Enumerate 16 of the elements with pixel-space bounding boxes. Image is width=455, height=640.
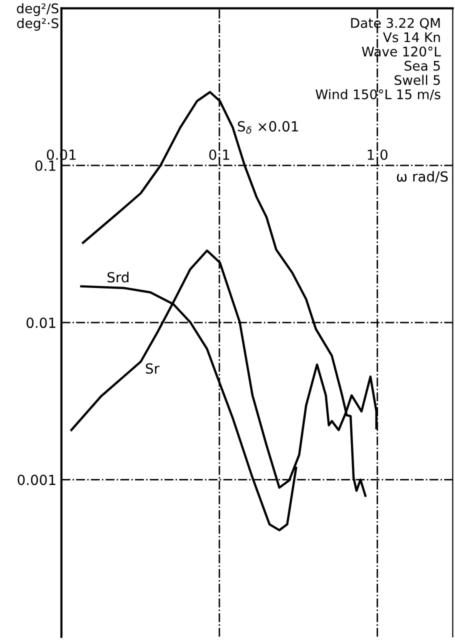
x-axis-title: ω rad/S	[396, 170, 448, 183]
y-tick-label: 0.01	[26, 318, 56, 328]
series-label: Srd	[108, 272, 128, 283]
series-label: S$_{δ}$ ×0.01	[238, 121, 298, 134]
annotation: Vs 14 Kn	[383, 32, 440, 42]
series-label: Sr	[146, 363, 160, 374]
annotation: Wind 150°L 15 m/s	[316, 89, 440, 100]
annotation: Swell 5	[394, 74, 440, 86]
annotation: Date 3.22 QM	[351, 18, 440, 30]
x-tick-label: 0.1	[209, 149, 230, 160]
annotation: Wave 120°L	[362, 46, 441, 57]
y-axis-title: deg²/S deg²·S	[16, 3, 58, 31]
x-tick-label: 1.0	[368, 149, 388, 160]
annotation: Sea 5	[404, 60, 440, 71]
y-tick-label: 0.1	[35, 160, 56, 171]
y-tick-label: 0.001	[18, 474, 56, 486]
